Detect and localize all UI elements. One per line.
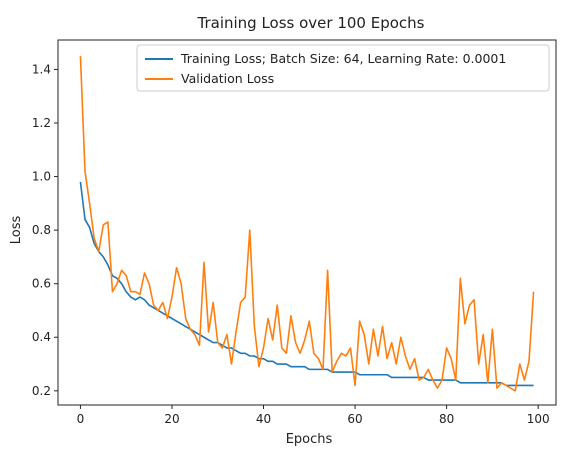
y-tick-label: 0.2 — [32, 384, 51, 398]
x-tick-label: 20 — [164, 412, 179, 426]
y-tick-label: 0.4 — [32, 330, 51, 344]
y-tick-label: 0.8 — [32, 223, 51, 237]
series-layer — [79, 56, 535, 392]
axes-frame — [57, 39, 557, 406]
legend: Training Loss; Batch Size: 64, Learning … — [136, 44, 550, 92]
chart-title: Training Loss over 100 Epochs — [197, 14, 425, 32]
plot-area — [58, 40, 556, 405]
plot-background — [58, 40, 556, 405]
x-tick-label: 100 — [527, 412, 550, 426]
series-line-1 — [79, 181, 534, 387]
x-tick-label: 0 — [77, 412, 85, 426]
y-tick-label: 0.6 — [32, 277, 51, 291]
legend-label-1: Training Loss; Batch Size: 64, Learning … — [180, 51, 506, 66]
y-axis-label: Loss — [9, 216, 24, 245]
axes-layer: 0 20 40 60 80 100 0.2 0.4 0.6 0.8 1.0 1.2 1.4 — [32, 39, 557, 426]
x-tick-label: 40 — [256, 412, 271, 426]
legend-label-2: Validation Loss — [181, 71, 274, 86]
x-tick-label: 80 — [439, 412, 454, 426]
y-tick-label: 1.0 — [32, 170, 51, 184]
x-axis-label: Epochs — [286, 432, 333, 447]
y-tick-label: 1.2 — [32, 116, 51, 130]
y-tick-label: 1.4 — [32, 62, 51, 76]
series-line-2 — [79, 56, 535, 392]
legend-box — [136, 44, 550, 92]
x-tick-label: 60 — [347, 412, 362, 426]
